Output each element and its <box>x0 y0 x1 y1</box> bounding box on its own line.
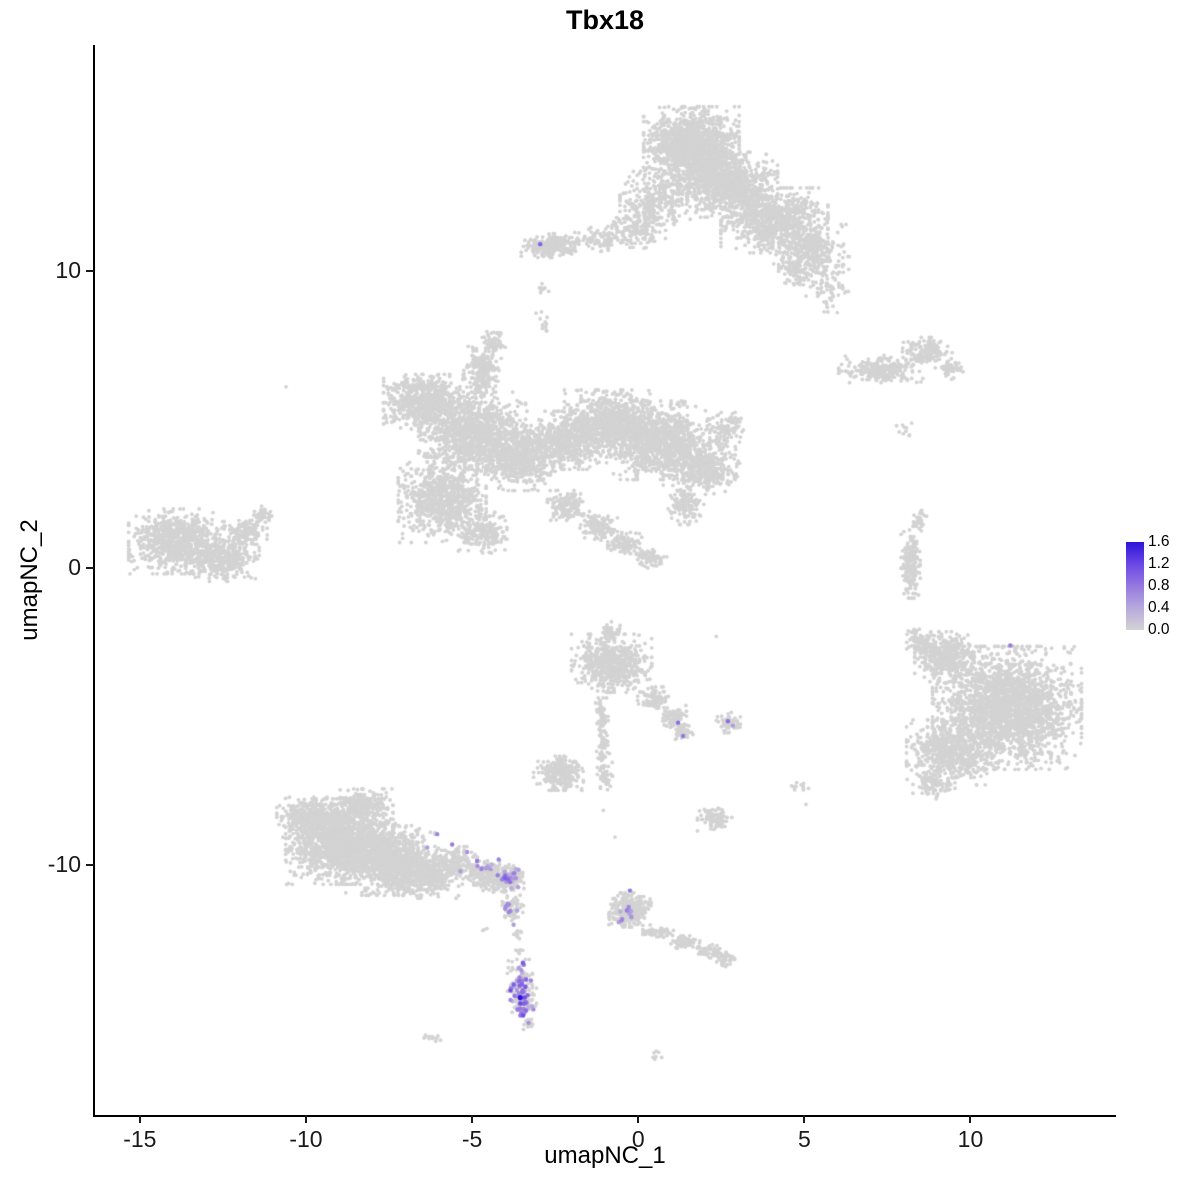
legend-tick-label: 1.6 <box>1148 533 1170 550</box>
x-axis-label: umapNC_1 <box>544 1142 666 1169</box>
y-tick-label: -10 <box>47 851 81 878</box>
legend-tick-label: 0.8 <box>1148 577 1170 594</box>
legend-tick-label: 1.2 <box>1148 555 1170 572</box>
legend: 1.6 1.2 0.8 0.4 0.0 <box>1126 533 1200 638</box>
x-tick-mark <box>471 1115 474 1123</box>
plot-title: Tbx18 <box>565 5 645 35</box>
x-tick-mark <box>637 1115 640 1123</box>
x-tick-label: -10 <box>289 1126 323 1152</box>
x-tick-mark <box>304 1115 307 1123</box>
y-tick-mark <box>86 567 94 570</box>
x-tick-mark <box>969 1115 972 1123</box>
x-tick-label: 10 <box>957 1126 984 1152</box>
x-tick-label: 0 <box>631 1126 645 1152</box>
x-axis-line <box>93 1115 1116 1117</box>
x-tick-label: -5 <box>461 1126 483 1152</box>
x-tick-label: 5 <box>797 1126 811 1152</box>
x-tick-mark <box>803 1115 806 1123</box>
y-tick-label: 10 <box>55 256 81 283</box>
legend-colorbar <box>1126 542 1144 630</box>
y-tick-mark <box>86 269 94 272</box>
legend-tick-label: 0.4 <box>1148 599 1170 616</box>
umap-scatter-canvas <box>95 45 1115 1115</box>
y-tick-mark <box>86 864 94 867</box>
legend-tick-label: 0.0 <box>1148 621 1170 638</box>
x-tick-mark <box>138 1115 141 1123</box>
x-tick-label: -15 <box>123 1126 157 1152</box>
y-tick-label: 0 <box>68 554 81 581</box>
plot-area <box>95 45 1115 1115</box>
y-axis-line <box>93 45 95 1117</box>
